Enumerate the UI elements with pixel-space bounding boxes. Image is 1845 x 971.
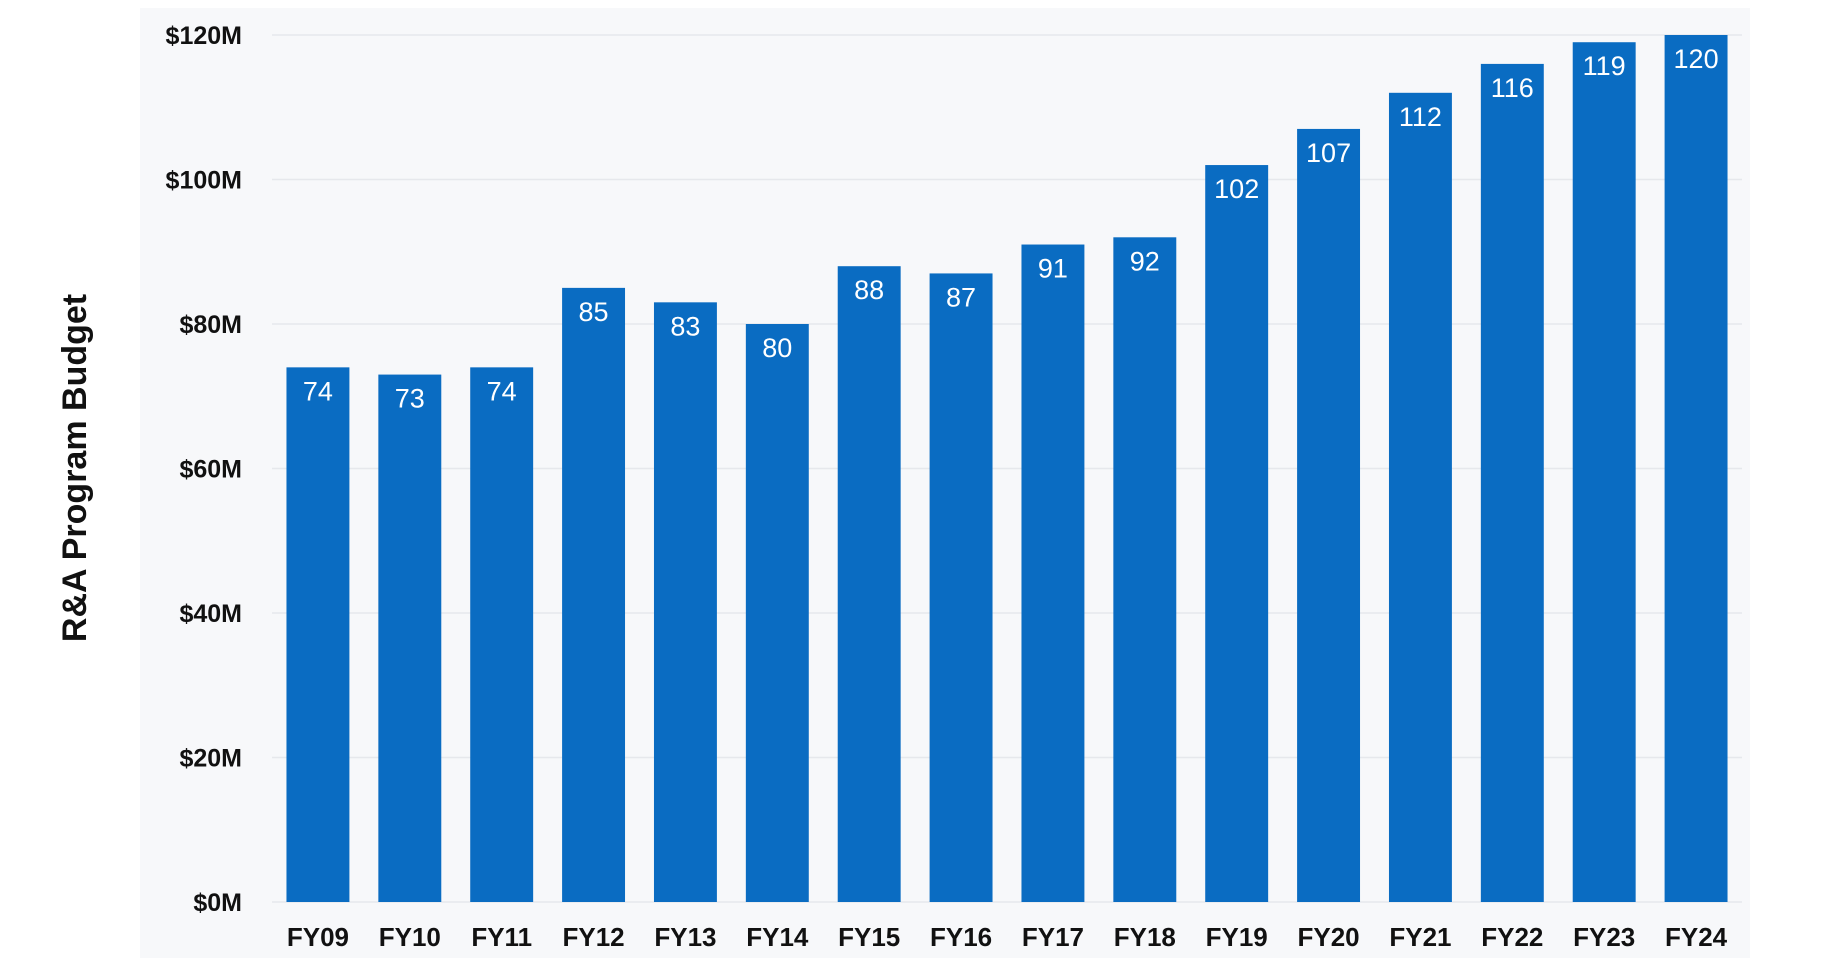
x-tick-label: FY18 bbox=[1114, 922, 1176, 952]
x-tick-label: FY14 bbox=[746, 922, 809, 952]
x-tick-label: FY11 bbox=[471, 922, 532, 952]
data-label: 119 bbox=[1583, 51, 1626, 81]
x-tick-label: FY16 bbox=[930, 922, 992, 952]
data-label: 112 bbox=[1399, 102, 1442, 132]
bar bbox=[1664, 35, 1728, 902]
bar bbox=[837, 266, 901, 902]
bar bbox=[470, 367, 534, 903]
bar bbox=[653, 302, 717, 902]
data-label: 107 bbox=[1306, 138, 1351, 168]
y-tick-label: $60M bbox=[179, 456, 242, 484]
data-label: 87 bbox=[946, 282, 976, 312]
x-axis-category-labels: FY09 FY10 FY11 FY12 FY13 FY14 FY15 FY16 FY17 FY18… bbox=[287, 922, 1728, 952]
y-axis-tick-labels: $0M $20M $40M $60M $80M $100M $120M bbox=[166, 22, 242, 917]
bar bbox=[1113, 237, 1177, 903]
x-tick-label: FY20 bbox=[1297, 922, 1359, 952]
data-label: 91 bbox=[1038, 254, 1068, 284]
bar bbox=[1572, 42, 1636, 903]
bar bbox=[1021, 244, 1085, 902]
data-label: 92 bbox=[1130, 246, 1160, 276]
bar bbox=[1205, 165, 1269, 903]
data-labels: 74 73 74 85 83 80 88 87 91 92 102 107 112 116 119 120 bbox=[303, 44, 1719, 414]
bar bbox=[1480, 63, 1544, 902]
bar bbox=[929, 273, 993, 902]
x-tick-label: FY13 bbox=[654, 922, 716, 952]
bar bbox=[1297, 128, 1361, 903]
x-tick-label: FY10 bbox=[379, 922, 441, 952]
y-axis-title: R&A Program Budget bbox=[56, 294, 94, 642]
data-label: 74 bbox=[487, 376, 517, 406]
data-label: 120 bbox=[1674, 44, 1719, 74]
y-tick-label: $100M bbox=[166, 167, 242, 195]
x-tick-label: FY22 bbox=[1481, 922, 1543, 952]
data-label: 74 bbox=[303, 376, 333, 406]
bar bbox=[1388, 92, 1452, 903]
y-tick-label: $20M bbox=[179, 745, 242, 773]
y-tick-label: $0M bbox=[193, 889, 242, 917]
data-label: 116 bbox=[1491, 73, 1534, 103]
bar bbox=[745, 324, 809, 902]
bars bbox=[286, 35, 1728, 903]
data-label: 80 bbox=[762, 333, 792, 363]
data-label: 102 bbox=[1214, 174, 1259, 204]
bar bbox=[286, 367, 350, 903]
x-tick-label: FY24 bbox=[1665, 922, 1728, 952]
bar bbox=[562, 287, 626, 902]
y-tick-label: $40M bbox=[179, 600, 242, 628]
x-tick-label: FY09 bbox=[287, 922, 349, 952]
data-label: 88 bbox=[854, 275, 884, 305]
data-label: 85 bbox=[579, 297, 609, 327]
x-tick-label: FY17 bbox=[1022, 922, 1084, 952]
data-label: 73 bbox=[395, 384, 425, 414]
x-tick-label: FY23 bbox=[1573, 922, 1635, 952]
x-tick-label: FY19 bbox=[1206, 922, 1268, 952]
bar bbox=[378, 374, 442, 902]
data-label: 83 bbox=[670, 311, 700, 341]
x-tick-label: FY12 bbox=[562, 922, 624, 952]
y-tick-label: $120M bbox=[166, 22, 242, 50]
x-tick-label: FY15 bbox=[838, 922, 900, 952]
y-tick-label: $80M bbox=[179, 311, 242, 339]
x-tick-label: FY21 bbox=[1389, 922, 1451, 952]
